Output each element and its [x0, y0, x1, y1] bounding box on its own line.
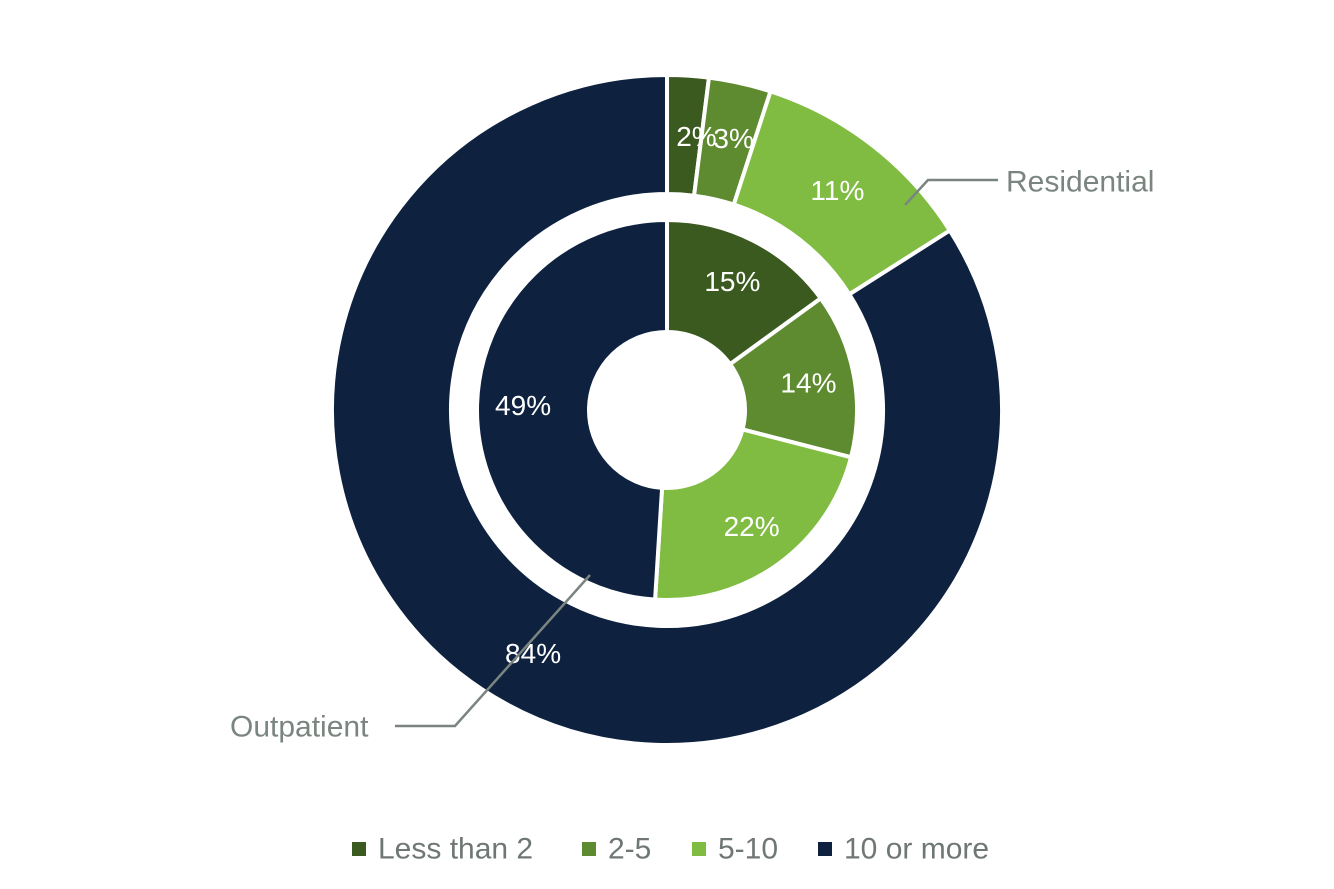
- inner-slice-label-2-5: 14%: [780, 368, 836, 399]
- legend-swatch-less-than-2: [352, 842, 366, 856]
- outpatient-callout-label: Outpatient: [230, 711, 369, 744]
- legend-label-2-5: 2-5: [608, 833, 651, 866]
- inner-slice-label-5-10: 22%: [724, 511, 780, 542]
- outer-slice-label-less-than-2: 2%: [676, 121, 716, 152]
- outer-slice-label-10-or-more: 84%: [505, 638, 561, 669]
- legend-swatch-10-or-more: [818, 842, 832, 856]
- outer-slice-10-or-more: [330, 72, 1004, 747]
- inner-slice-label-less-than-2: 15%: [704, 266, 760, 297]
- residential-callout-label: Residential: [1006, 166, 1154, 199]
- inner-slice-10-or-more: [475, 217, 669, 602]
- inner-ring-outpatient: [475, 217, 859, 602]
- inner-slice-less-than-2: [665, 217, 824, 367]
- legend: Less than 2 2-5 5-10 10 or more: [352, 833, 989, 866]
- legend-swatch-5-10: [692, 842, 706, 856]
- outer-slice-label-2-5: 3%: [713, 123, 753, 154]
- legend-label-less-than-2: Less than 2: [378, 833, 533, 866]
- callouts: Residential Outpatient: [230, 166, 1154, 744]
- outer-ring-residential: [330, 72, 1004, 747]
- legend-label-5-10: 5-10: [718, 833, 778, 866]
- inner-slice-5-10: [652, 426, 854, 602]
- legend-swatch-2-5: [582, 842, 596, 856]
- outpatient-leader-line: [395, 574, 591, 728]
- residential-leader-line: [904, 178, 998, 206]
- inner-slice-2-5: [727, 295, 859, 460]
- slice-labels: 2%3% 11% 84% 15% 14% 22% 49%: [495, 121, 864, 669]
- legend-label-10-or-more: 10 or more: [844, 833, 989, 866]
- inner-slice-label-10-or-more: 49%: [495, 390, 551, 421]
- outer-slice-label-5-10: 11%: [810, 175, 864, 206]
